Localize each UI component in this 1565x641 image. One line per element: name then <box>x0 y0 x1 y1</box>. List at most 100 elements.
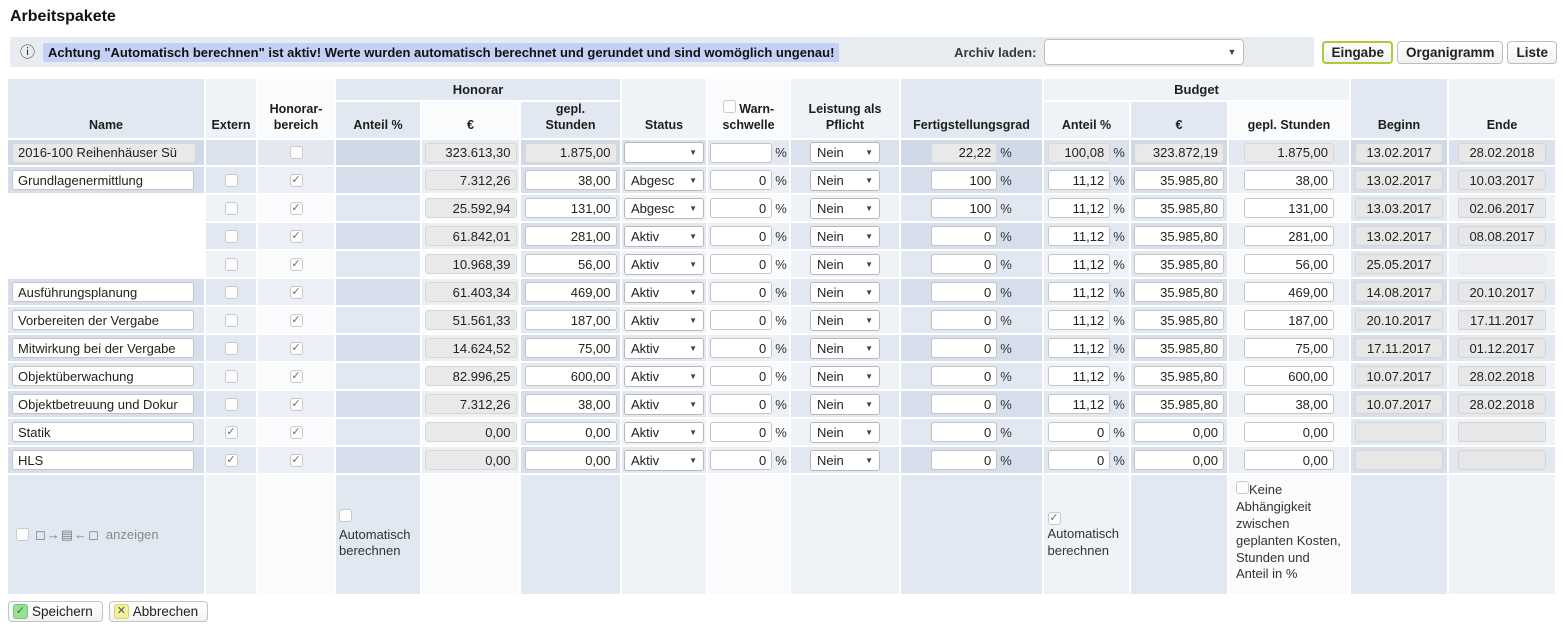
leistung-pflicht-select[interactable]: Nein ▼ <box>810 142 880 163</box>
warnschwelle-input[interactable] <box>710 338 773 358</box>
honorarbereich-checkbox[interactable]: ✓ <box>289 229 303 243</box>
fertigstellungsgrad-input[interactable] <box>931 226 998 246</box>
fertigstellungsgrad-input[interactable] <box>931 254 998 274</box>
budget-stunden-input[interactable] <box>1244 422 1334 442</box>
leistung-pflicht-select[interactable]: Nein ▼ <box>810 281 880 303</box>
honorarbereich-checkbox[interactable]: ✓ <box>289 397 303 411</box>
budget-euro-input[interactable] <box>1134 282 1224 302</box>
budget-anteil-input[interactable] <box>1048 198 1111 218</box>
status-select[interactable]: Abgesc ▼ <box>624 169 704 191</box>
warnschwelle-input[interactable] <box>710 310 773 330</box>
budget-stunden-input[interactable] <box>1244 366 1334 386</box>
status-select[interactable]: Aktiv ▼ <box>624 393 704 415</box>
budget-anteil-input[interactable] <box>1048 254 1111 274</box>
budget-anteil-input[interactable] <box>1048 282 1111 302</box>
budget-stunden-input[interactable] <box>1244 254 1334 274</box>
extern-checkbox[interactable]: ✓ <box>224 425 238 439</box>
status-select[interactable]: Aktiv ▼ <box>624 421 704 443</box>
extern-checkbox[interactable] <box>224 313 238 327</box>
extern-checkbox[interactable] <box>224 201 238 215</box>
warnschwelle-input[interactable] <box>710 450 773 470</box>
extern-checkbox[interactable] <box>224 341 238 355</box>
fertigstellungsgrad-input[interactable] <box>931 282 998 302</box>
name-input[interactable] <box>12 450 194 470</box>
honorar-auto-checkbox[interactable] <box>339 508 352 522</box>
extern-checkbox[interactable] <box>224 397 238 411</box>
warnschwelle-input[interactable] <box>710 142 773 163</box>
budget-anteil-input[interactable] <box>1048 394 1111 414</box>
budget-stunden-input[interactable] <box>1244 282 1334 302</box>
fertigstellungsgrad-input[interactable] <box>931 310 998 330</box>
extern-checkbox[interactable] <box>224 369 238 383</box>
budget-stunden-input[interactable] <box>1244 310 1334 330</box>
leistung-pflicht-select[interactable]: Nein ▼ <box>810 365 880 387</box>
budget-anteil-input[interactable] <box>1048 338 1111 358</box>
budget-euro-input[interactable] <box>1134 198 1224 218</box>
budget-anteil-input[interactable] <box>1048 450 1111 470</box>
leistung-pflicht-select[interactable]: Nein ▼ <box>810 253 880 275</box>
leistung-pflicht-select[interactable]: Nein ▼ <box>810 309 880 331</box>
leistung-pflicht-select[interactable]: Nein ▼ <box>810 169 880 191</box>
save-button[interactable]: ✓ Speichern <box>8 601 103 622</box>
extern-checkbox[interactable] <box>224 173 238 187</box>
budget-stunden-input[interactable] <box>1244 450 1334 470</box>
fertigstellungsgrad-input[interactable] <box>931 422 998 442</box>
view-button-eingabe[interactable]: Eingabe <box>1322 40 1393 64</box>
budget-euro-input[interactable] <box>1134 450 1224 470</box>
extern-checkbox[interactable]: ✓ <box>224 453 238 467</box>
honorarbereich-checkbox[interactable]: ✓ <box>289 425 303 439</box>
leistung-pflicht-select[interactable]: Nein ▼ <box>810 337 880 359</box>
status-select[interactable]: Aktiv ▼ <box>624 309 704 331</box>
extern-checkbox[interactable] <box>224 285 238 299</box>
warnschwelle-input[interactable] <box>710 282 773 302</box>
gepl-stunden-input[interactable] <box>524 366 617 386</box>
honorarbereich-checkbox[interactable]: ✓ <box>289 173 303 187</box>
gepl-stunden-input[interactable] <box>524 282 617 302</box>
view-button-liste[interactable]: Liste <box>1507 40 1557 64</box>
budget-euro-input[interactable] <box>1134 310 1224 330</box>
honorarbereich-checkbox[interactable]: ✓ <box>289 201 303 215</box>
leistung-pflicht-select[interactable]: Nein ▼ <box>810 393 880 415</box>
gepl-stunden-input[interactable] <box>524 310 617 330</box>
name-input[interactable] <box>12 394 194 414</box>
warnschwelle-input[interactable] <box>710 254 773 274</box>
warnschwelle-input[interactable] <box>710 198 773 218</box>
name-input[interactable] <box>12 366 194 386</box>
honorarbereich-checkbox[interactable]: ✓ <box>289 453 303 467</box>
budget-stunden-input[interactable] <box>1244 338 1334 358</box>
name-input[interactable] <box>12 338 194 358</box>
fertigstellungsgrad-input[interactable] <box>931 198 998 218</box>
warnschwelle-input[interactable] <box>710 394 773 414</box>
status-select[interactable]: Aktiv ▼ <box>624 253 704 275</box>
leistung-pflicht-select[interactable]: Nein ▼ <box>810 225 880 247</box>
fertigstellungsgrad-input[interactable] <box>931 170 998 190</box>
leistung-pflicht-select[interactable]: Nein ▼ <box>810 197 880 219</box>
gepl-stunden-input[interactable] <box>524 170 617 190</box>
budget-euro-input[interactable] <box>1134 170 1224 190</box>
name-input[interactable] <box>12 282 194 302</box>
budget-anteil-input[interactable] <box>1048 170 1111 190</box>
status-select[interactable]: Aktiv ▼ <box>624 337 704 359</box>
budget-euro-input[interactable] <box>1134 394 1224 414</box>
honorarbereich-checkbox[interactable]: ✓ <box>289 257 303 271</box>
budget-anteil-input[interactable] <box>1048 366 1111 386</box>
gepl-stunden-input[interactable] <box>524 254 617 274</box>
honorarbereich-checkbox[interactable]: ✓ <box>289 313 303 327</box>
name-input[interactable] <box>12 310 194 330</box>
leistung-pflicht-select[interactable]: Nein ▼ <box>810 449 880 471</box>
budget-stunden-input[interactable] <box>1244 198 1334 218</box>
gepl-stunden-input[interactable] <box>524 226 617 246</box>
budget-auto-checkbox[interactable]: ✓ <box>1047 512 1061 526</box>
status-select[interactable]: Abgesc ▼ <box>624 197 704 219</box>
warnschwelle-input[interactable] <box>710 170 773 190</box>
no-dependency-checkbox[interactable] <box>1236 481 1249 494</box>
warnschwelle-input[interactable] <box>710 366 773 386</box>
status-select[interactable]: Aktiv ▼ <box>624 449 704 471</box>
budget-stunden-input[interactable] <box>1244 226 1334 246</box>
name-input[interactable] <box>12 170 194 190</box>
view-button-organigramm[interactable]: Organigramm <box>1396 40 1504 64</box>
gepl-stunden-input[interactable] <box>524 450 617 470</box>
leistung-pflicht-select[interactable]: Nein ▼ <box>810 421 880 443</box>
name-input[interactable] <box>12 422 194 442</box>
honorarbereich-checkbox[interactable]: ✓ <box>289 369 303 383</box>
